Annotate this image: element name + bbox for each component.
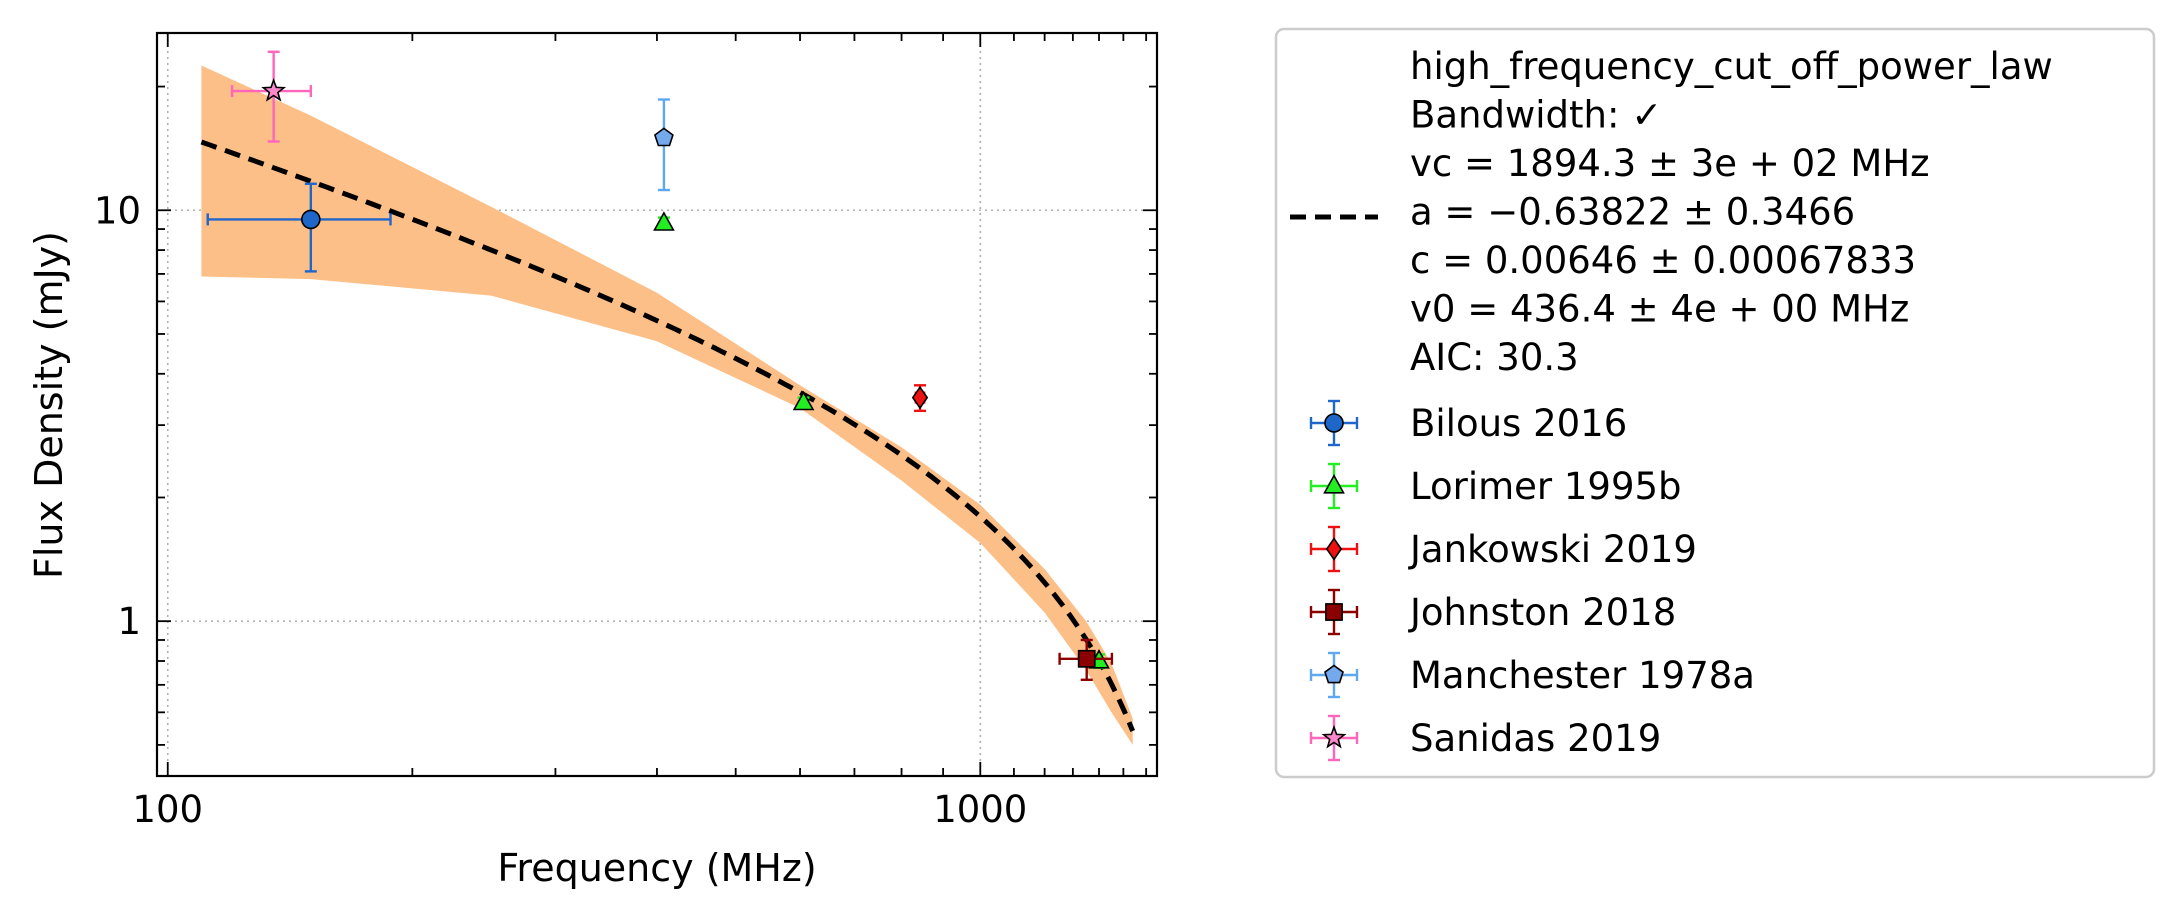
gridlines (157, 33, 1157, 776)
johnston-2018-data-point (1077, 649, 1096, 668)
manchester-1978a-data-point (653, 127, 674, 147)
legend-entry-label: Johnston 2018 (1408, 591, 1676, 634)
legend-fit-text-line: AIC: 30.3 (1410, 336, 1579, 379)
legend-fit-text-line: c = 0.00646 ± 0.00067833 (1410, 239, 1916, 282)
x-axis-label: Frequency (MHz) (497, 846, 816, 890)
legend-swatch-marker (1323, 473, 1345, 494)
legend-swatch-marker (1325, 603, 1343, 621)
legend-entry-label: Jankowski 2019 (1408, 528, 1697, 571)
bilous-2016-data-point (301, 209, 321, 230)
lorimer-1995b-data-point (653, 211, 675, 231)
x-tick-label: 100 (132, 788, 203, 831)
legend-swatch-marker (1321, 724, 1347, 749)
legend-fit-text-line: Bandwidth: ✓ (1410, 94, 1662, 137)
legend-entry-manchester-1978a: Manchester 1978a (1309, 651, 1755, 699)
fit-line-layer (200, 139, 1136, 732)
data-points-layer (206, 50, 1114, 682)
y-tick-label: 10 (94, 189, 141, 232)
legend-swatch-marker (1324, 664, 1344, 684)
legend-fit-text-line: a = −0.63822 ± 0.3466 (1410, 191, 1855, 234)
y-tick-label: 1 (117, 600, 141, 643)
x-tick-label: 1000 (933, 788, 1027, 831)
y-axis-label: Flux Density (mJy) (27, 231, 71, 579)
fit-line (200, 139, 1136, 732)
fit-uncertainty-band-layer (201, 65, 1133, 745)
legend-entry-label: Sanidas 2019 (1410, 717, 1661, 760)
legend-series-entries: Bilous 2016 Lorimer 1995b Jankowski 2019 Jo… (1309, 399, 1755, 762)
legend-frame (1274, 27, 2156, 779)
legend-entry-label: Bilous 2016 (1410, 402, 1627, 445)
legend-fit-text-line: high_frequency_cut_off_power_law (1410, 45, 2053, 88)
fit-uncertainty-band (201, 65, 1133, 745)
legend-fit-text-line: vc = 1894.3 ± 3e + 02 MHz (1410, 142, 1930, 185)
legend-swatch-marker (1324, 413, 1344, 433)
legend-entry-johnston-2018: Johnston 2018 (1309, 588, 1676, 636)
lorimer-1995b-data-point (792, 390, 815, 411)
legend-entry-label: Manchester 1978a (1410, 654, 1755, 697)
legend: high_frequency_cut_off_power_law Bandwidt… (1274, 27, 2156, 779)
legend-entry-label: Lorimer 1995b (1410, 465, 1682, 508)
sanidas-2019-data-point (261, 78, 287, 102)
axis-tick-labels: 100 1000 1 10 (94, 189, 1027, 831)
legend-entry-bilous-2016: Bilous 2016 (1309, 399, 1627, 447)
legend-entry-jankowski-2019: Jankowski 2019 (1309, 525, 1697, 573)
legend-entry-sanidas-2019: Sanidas 2019 (1309, 714, 1661, 762)
legend-entry-lorimer-1995b: Lorimer 1995b (1309, 462, 1682, 510)
jankowski-2019-data-point (911, 385, 929, 410)
axis-ticks (157, 33, 1157, 776)
legend-swatch-marker (1325, 537, 1343, 561)
legend-fit-entry: high_frequency_cut_off_power_law Bandwidt… (1290, 45, 2053, 379)
legend-fit-text-line: v0 = 436.4 ± 4e + 00 MHz (1410, 288, 1909, 331)
